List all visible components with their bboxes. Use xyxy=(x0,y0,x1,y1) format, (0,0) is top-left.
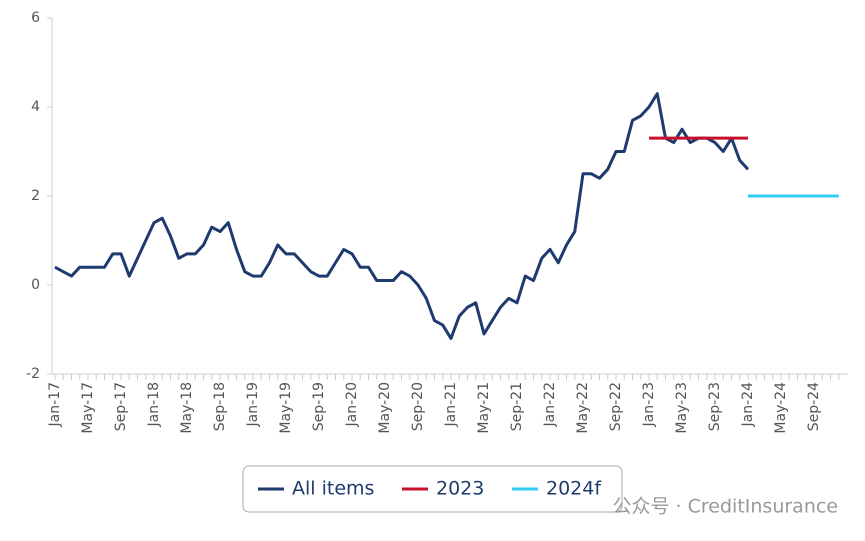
x-tick-label: Jan-18 xyxy=(146,382,162,427)
x-tick-label: Jan-20 xyxy=(344,382,360,427)
x-tick-label: May-17 xyxy=(80,382,96,434)
y-tick-label: 0 xyxy=(31,277,40,293)
x-tick-label: Sep-24 xyxy=(806,382,822,431)
x-tick-label: May-23 xyxy=(674,382,690,434)
x-tick-label: Sep-17 xyxy=(113,382,129,431)
y-tick-label: 6 xyxy=(31,10,40,26)
x-tick-label: Sep-18 xyxy=(212,382,228,431)
legend-label: 2024f xyxy=(546,478,602,500)
legend-label: All items xyxy=(292,478,374,500)
x-tick-label: May-18 xyxy=(179,382,195,434)
x-tick-label: Jan-22 xyxy=(542,382,558,427)
x-tick-label: May-24 xyxy=(773,382,789,434)
x-tick-label: Sep-21 xyxy=(509,382,525,431)
x-tick-label: Jan-19 xyxy=(245,382,261,427)
x-tick-label: Sep-20 xyxy=(410,382,426,431)
x-tick-label: Sep-22 xyxy=(608,382,624,431)
x-tick-label: Jan-21 xyxy=(443,382,459,427)
x-tick-label: Sep-19 xyxy=(311,382,327,431)
y-tick-label: 4 xyxy=(31,99,40,115)
x-tick-label: Jan-23 xyxy=(641,382,657,427)
legend-label: 2023 xyxy=(436,478,484,500)
x-tick-label: May-22 xyxy=(575,382,591,434)
x-tick-label: May-19 xyxy=(278,382,294,434)
series-line xyxy=(54,92,750,340)
y-tick-label: 2 xyxy=(31,188,40,204)
y-tick-label: -2 xyxy=(26,366,40,382)
x-tick-label: Sep-23 xyxy=(707,382,723,431)
x-tick-label: Jan-17 xyxy=(47,382,63,427)
x-tick-label: May-21 xyxy=(476,382,492,434)
x-tick-label: May-20 xyxy=(377,382,393,434)
legend-box xyxy=(242,465,623,513)
x-tick-label: Jan-24 xyxy=(740,382,756,428)
watermark: 公众号 · CreditInsurance xyxy=(613,496,838,518)
